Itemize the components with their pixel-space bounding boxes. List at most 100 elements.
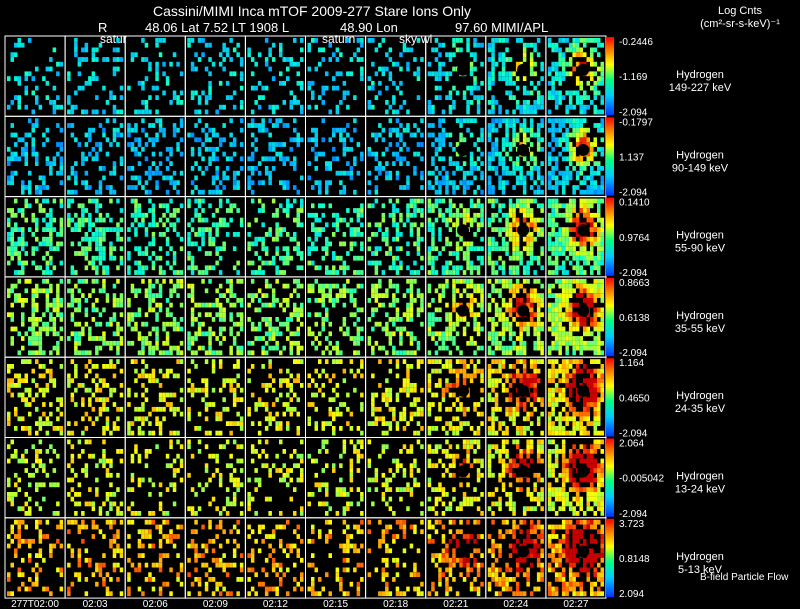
heatmap-cell	[480, 298, 484, 303]
heatmap-cell	[7, 251, 11, 256]
heatmap-cell	[385, 85, 389, 91]
heatmap-cell	[579, 80, 583, 86]
heatmap-cell	[547, 170, 552, 176]
heatmap-cell	[526, 109, 530, 115]
heatmap-cell	[427, 180, 432, 186]
heatmap-cell	[268, 156, 272, 162]
heatmap-cell	[399, 317, 403, 322]
heatmap-cell	[28, 185, 32, 190]
heatmap-cell	[575, 38, 580, 43]
heatmap-cell	[558, 57, 562, 62]
heatmap-cell	[289, 345, 293, 351]
heatmap-cell	[476, 166, 481, 171]
heatmap-cell	[529, 212, 534, 218]
heatmap-cell	[469, 293, 474, 298]
heatmap-cell	[416, 411, 421, 417]
heatmap-cell	[247, 317, 251, 322]
heatmap-cell	[81, 208, 85, 213]
heatmap-cell	[130, 340, 135, 346]
heatmap-cell	[508, 146, 513, 152]
heatmap-cell	[77, 340, 82, 346]
heatmap-cell	[141, 38, 145, 43]
heatmap-cell	[49, 170, 53, 176]
heatmap-cell	[141, 340, 145, 346]
heatmap-cell	[522, 180, 527, 186]
heatmap-cell	[81, 293, 85, 298]
heatmap-cell	[431, 236, 435, 242]
heatmap-cell	[339, 127, 343, 133]
heatmap-cell	[590, 61, 594, 67]
heatmap-cell	[420, 293, 424, 298]
heatmap-cell	[45, 236, 50, 242]
heatmap-cell	[554, 307, 559, 313]
heatmap-cell	[98, 180, 103, 186]
heatmap-cell	[208, 265, 212, 271]
heatmap-cell	[119, 368, 124, 374]
heatmap-cell	[134, 368, 138, 374]
heatmap-cell	[540, 246, 544, 252]
heatmap-cell	[586, 293, 590, 298]
heatmap-cell	[498, 156, 502, 162]
heatmap-cell	[339, 350, 343, 356]
heatmap-cell	[127, 166, 131, 171]
heatmap-cell	[360, 364, 364, 369]
heatmap-cell	[59, 104, 64, 110]
heatmap-cell	[388, 368, 393, 374]
heatmap-cell	[600, 166, 604, 171]
heatmap-cell	[487, 109, 492, 115]
heatmap-cell	[346, 222, 350, 228]
heatmap-cell	[561, 61, 566, 67]
heatmap-cell	[208, 241, 212, 247]
heatmap-cell	[561, 260, 566, 266]
heatmap-cell	[452, 336, 456, 341]
heatmap-cell	[56, 293, 60, 298]
heatmap-cell	[491, 336, 495, 341]
heatmap-cell	[239, 312, 244, 318]
heatmap-cell	[551, 260, 555, 266]
heatmap-cell	[211, 212, 216, 218]
heatmap-cell	[236, 411, 240, 417]
heatmap-cell	[109, 227, 113, 232]
heatmap-cell	[360, 71, 364, 77]
heatmap-cell	[445, 132, 449, 138]
heatmap-cell	[42, 350, 46, 356]
heatmap-cell	[52, 383, 57, 388]
heatmap-cell	[335, 71, 340, 77]
heatmap-cell	[268, 326, 272, 332]
heatmap-cell	[568, 42, 573, 48]
heatmap-cell	[88, 350, 92, 356]
heatmap-panel	[547, 198, 604, 275]
heatmap-cell	[494, 151, 499, 157]
heatmap-cell	[84, 426, 89, 431]
heatmap-cell	[501, 52, 506, 58]
heatmap-cell	[529, 364, 534, 369]
heatmap-cell	[367, 76, 372, 81]
heatmap-cell	[519, 203, 523, 209]
heatmap-cell	[551, 80, 555, 86]
heatmap-cell	[371, 345, 375, 351]
heatmap-cell	[536, 166, 541, 171]
heatmap-cell	[540, 123, 544, 128]
heatmap-cell	[70, 166, 75, 171]
heatmap-cell	[476, 246, 481, 252]
heatmap-cell	[540, 217, 544, 223]
heatmap-cell	[491, 236, 495, 242]
heatmap-cell	[335, 298, 340, 303]
heatmap-cell	[7, 312, 11, 318]
heatmap-cell	[201, 156, 205, 162]
heatmap-cell	[45, 127, 50, 133]
heatmap-cell	[158, 151, 163, 157]
heatmap-cell	[194, 161, 198, 166]
heatmap-cell	[10, 212, 14, 218]
heatmap-cell	[494, 416, 499, 422]
heatmap-cell	[416, 246, 421, 252]
heatmap-cell	[311, 402, 315, 407]
heatmap-cell	[498, 217, 502, 223]
heatmap-cell	[17, 208, 21, 213]
heatmap-cell	[77, 321, 82, 327]
heatmap-cell	[501, 146, 506, 152]
heatmap-cell	[579, 166, 583, 171]
heatmap-cell	[448, 203, 453, 209]
heatmap-cell	[406, 350, 410, 356]
heatmap-cell	[105, 321, 110, 327]
